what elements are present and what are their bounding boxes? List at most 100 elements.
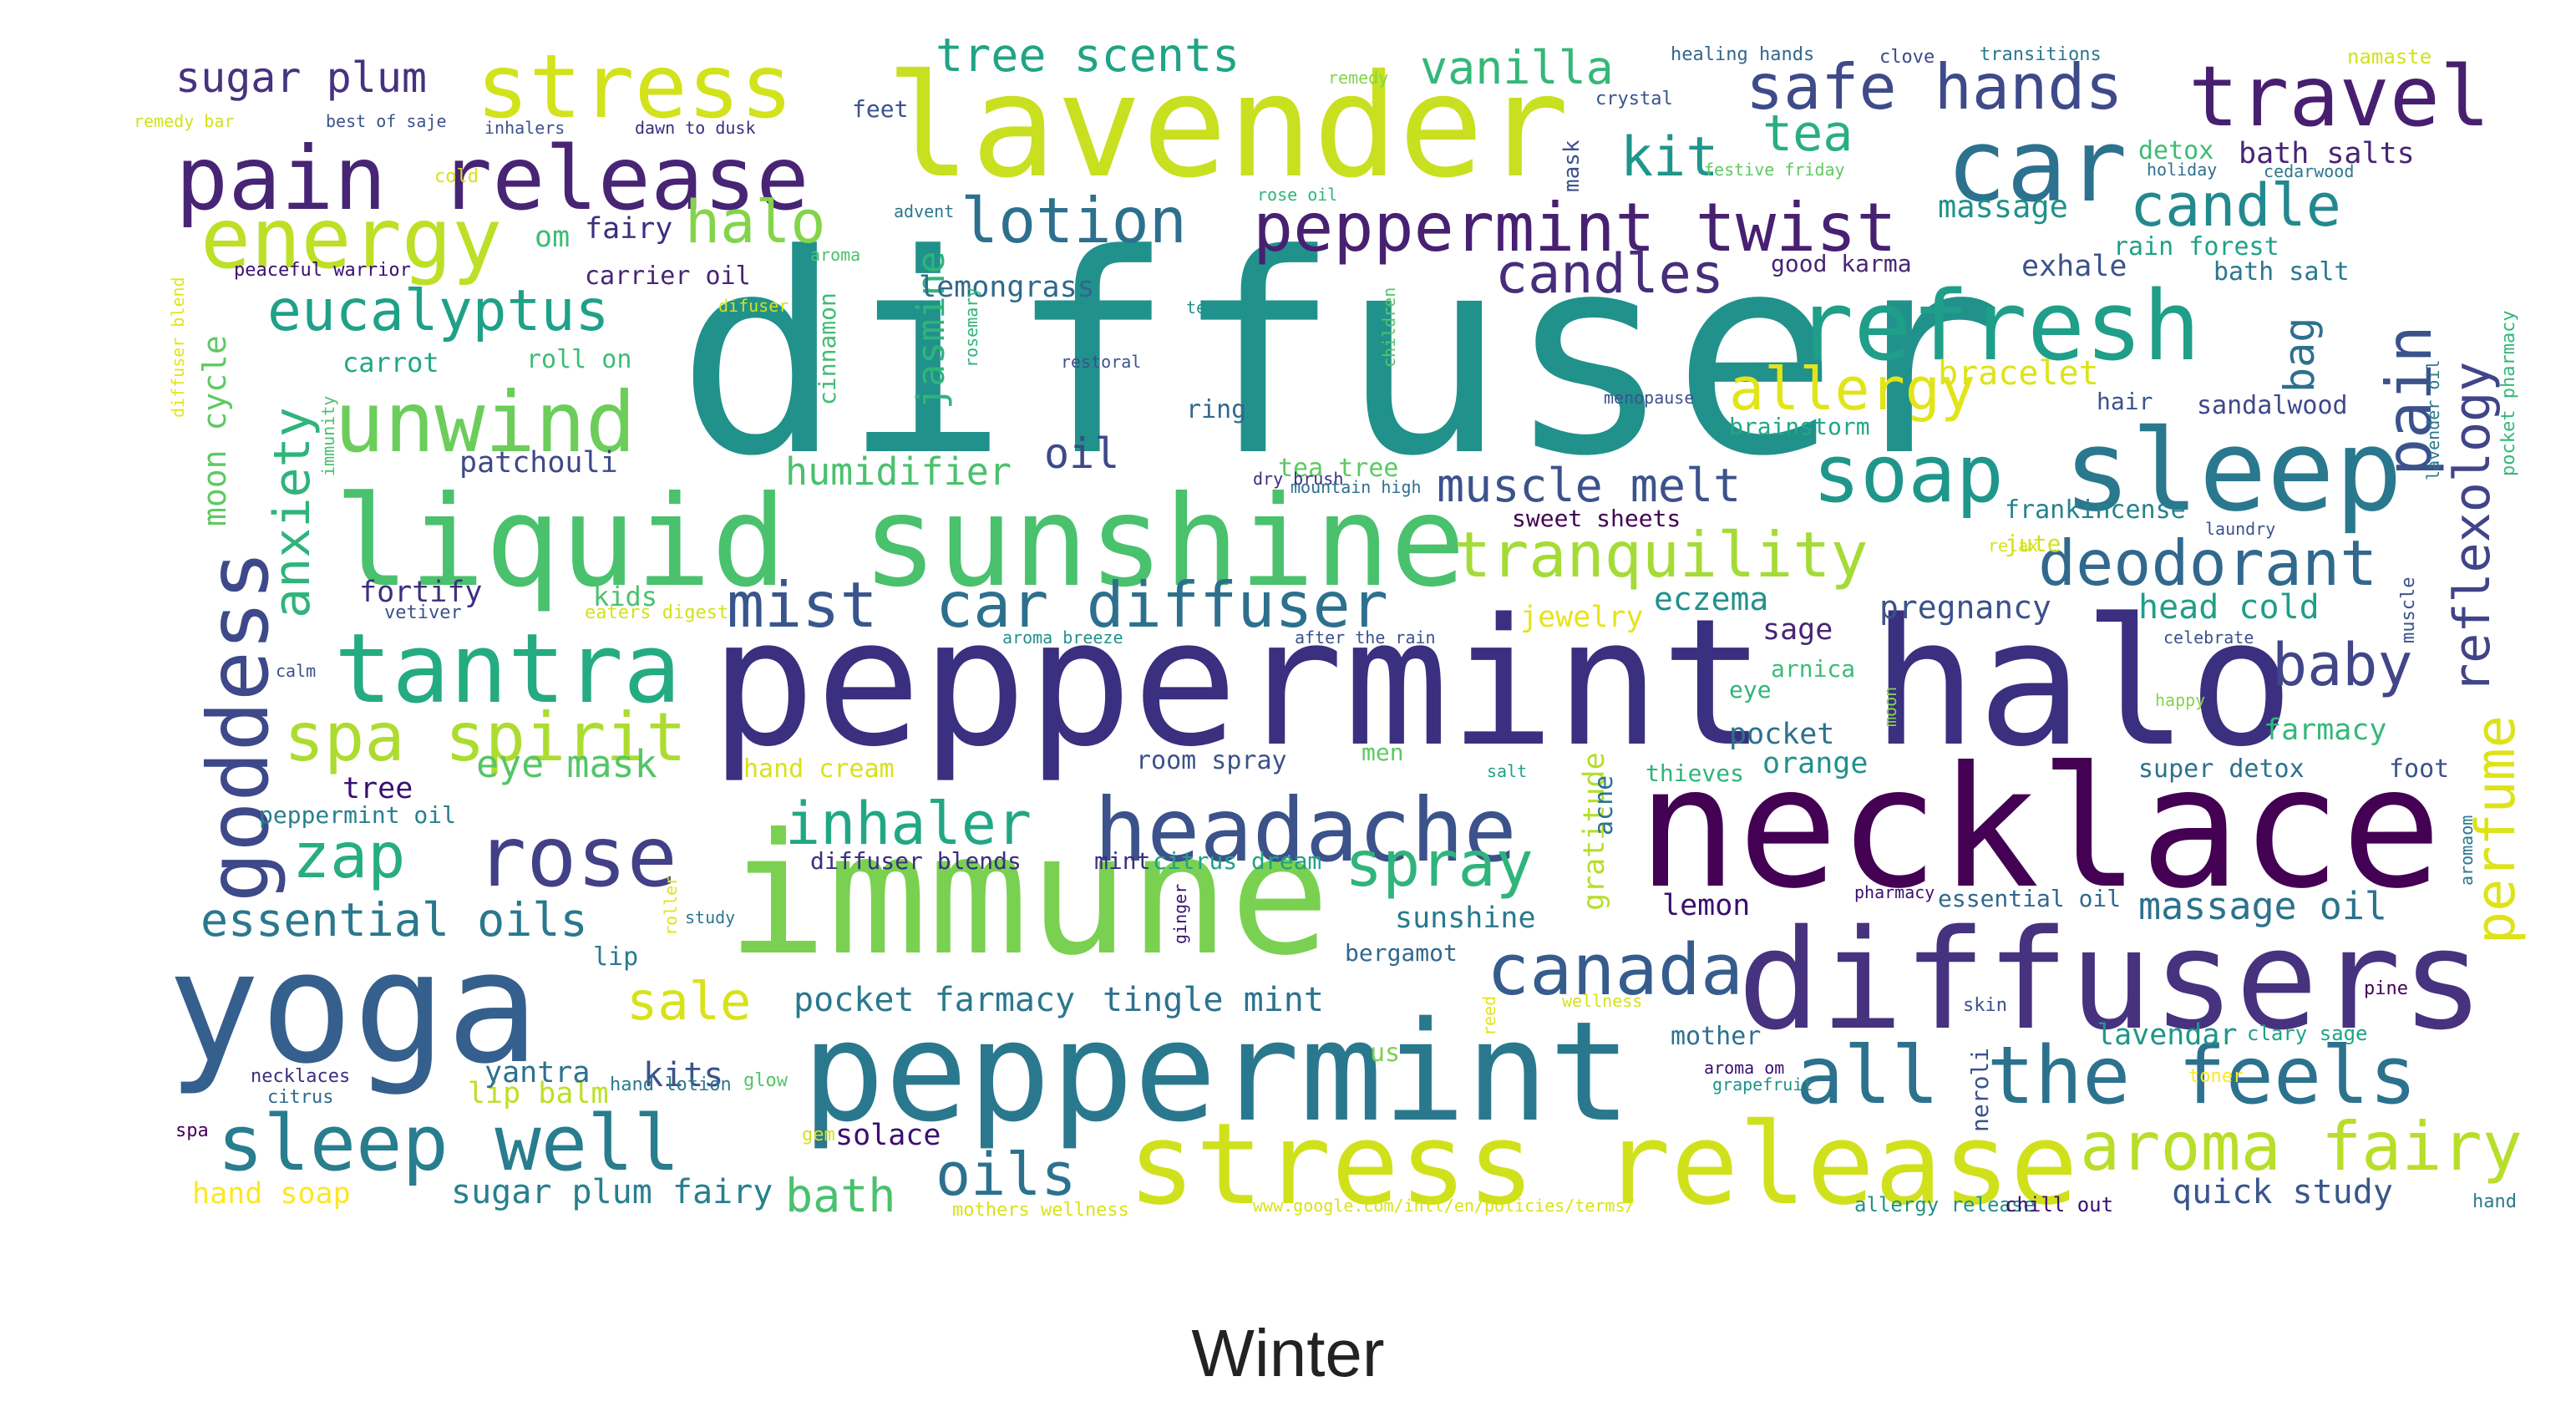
cloud-word: calm [276,661,316,681]
cloud-word: menopause [1604,388,1694,408]
cloud-word: roller [661,876,681,936]
cloud-word: after the rain [1295,627,1436,648]
cloud-word: perfume [2465,715,2528,944]
cloud-word: brainstorm [1729,413,1870,440]
cloud-word: aroma breeze [1002,627,1123,648]
cloud-word: tingle mint [1103,981,1324,1019]
cloud-word: humidifier [785,450,1012,494]
cloud-word: tantra [334,613,681,725]
cloud-word: thieves [1645,759,1744,787]
cloud-word: allergy release [1854,1193,2036,1216]
cloud-word: rose [476,808,677,906]
cloud-word: best of saje [326,111,447,131]
cloud-word: diffuser blends [810,847,1022,875]
cloud-word: arnica [1771,655,1855,683]
cloud-word: liquid sunshine [334,470,1466,615]
cloud-word: us [1370,1039,1400,1068]
cloud-word: sleep [2063,405,2402,536]
cloud-word: grapefruit [1712,1074,1813,1095]
cloud-word: mist [727,568,878,642]
cloud-word: happy [2155,690,2205,710]
cloud-word: massage oil [2138,884,2387,928]
cloud-word: clary sage [2247,1022,2368,1045]
cloud-word: relax [1988,536,2038,556]
cloud-word: refresh [1796,271,2201,383]
cloud-word: study [685,907,735,927]
cloud-word: bracelet [1938,354,2099,393]
cloud-word: allergy [1729,355,1975,424]
cloud-word: canada [1487,929,1743,1012]
cloud-word: celebrate [2163,627,2254,648]
cloud-word: good karma [1771,250,1912,277]
cloud-word: men [1362,739,1404,766]
cloud-word: fortify [359,576,483,609]
cloud-word: glow [743,1070,789,1091]
cloud-word: wellness [1562,991,1642,1011]
cloud-word: jute [2005,530,2061,557]
cloud-word: sugar plum [175,53,427,102]
cloud-word: advent [894,201,954,221]
cloud-word: deodorant [2038,526,2377,600]
cloud-word: vetiver [384,602,462,623]
cloud-word: immune [727,798,1330,993]
cloud-word: goddess [190,551,287,902]
cloud-word: candles [1495,243,1724,306]
cloud-word: jasmine [909,251,953,409]
cloud-word: mountain high [1291,477,1422,497]
cloud-word: toner [2188,1066,2244,1087]
cloud-word: foot [2389,754,2449,784]
cloud-word: bath salts [2239,137,2415,170]
cloud-word: remedy [1328,68,1388,88]
cloud-word: aroma om [1704,1058,1784,1078]
cloud-word: essential oil [1938,885,2121,912]
cloud-word: pharmacy [1854,882,1935,902]
cloud-word: hand lotion [610,1074,732,1095]
cloud-word: lavender [885,44,1569,210]
cloud-word: spray [1345,827,1534,901]
cloud-word: eye [1729,676,1772,703]
cloud-word: bath [785,1169,895,1222]
cloud-word: bergamot [1345,939,1458,967]
cloud-word: moon [1880,687,1900,727]
cloud-word: yoga [167,917,540,1098]
cloud-word: spa [175,1120,209,1141]
cloud-word: kids [593,581,657,612]
cloud-word: tree scents [936,28,1240,82]
cloud-word: remedy bar [134,111,234,131]
cloud-word: oils [936,1140,1077,1209]
cloud-word: feet [852,95,908,123]
cloud-word: carrot [342,347,439,378]
cloud-word: fairy [585,212,672,246]
cloud-word: cinnamon [814,292,841,405]
caption: Winter [1191,1316,1385,1390]
cloud-word: namaste [2347,45,2431,69]
cloud-word: vanilla [1420,41,1614,94]
cloud-word: peppermint halo [710,581,2294,785]
cloud-word: citrus [267,1087,333,1108]
cloud-word: skin [1963,995,2007,1016]
cloud-word: hand [2472,1191,2517,1212]
cloud-word: clove [1879,47,1935,68]
cloud-word: head cold [2138,588,2320,627]
cloud-word: safe hands [1746,50,2123,124]
cloud-word: transitions [1980,44,2102,65]
cloud-word: sage [1762,613,1833,647]
cloud-word: pocket farmacy [794,981,1075,1019]
cloud-word: tranquility [1453,518,1869,592]
cloud-word: difuser [718,296,789,316]
cloud-word: jewelry [1520,601,1644,634]
cloud-word: hand cream [743,754,895,784]
cloud-word: diffuser [677,196,2004,516]
cloud-word: essential oils [200,893,588,947]
cloud-word: oil [1044,429,1119,478]
cloud-word: moon cycle [196,335,233,526]
cloud-word: lemon [1662,889,1750,922]
cloud-word: restoral [1061,352,1141,372]
cloud-word: patchouli [459,446,618,480]
cloud-word: mother [1671,1022,1761,1051]
cloud-word: hand soap [192,1177,351,1211]
cloud-word: kits [643,1056,723,1095]
cloud-word: laundry [2205,519,2275,539]
cloud-word: farmacy [2264,714,2387,747]
